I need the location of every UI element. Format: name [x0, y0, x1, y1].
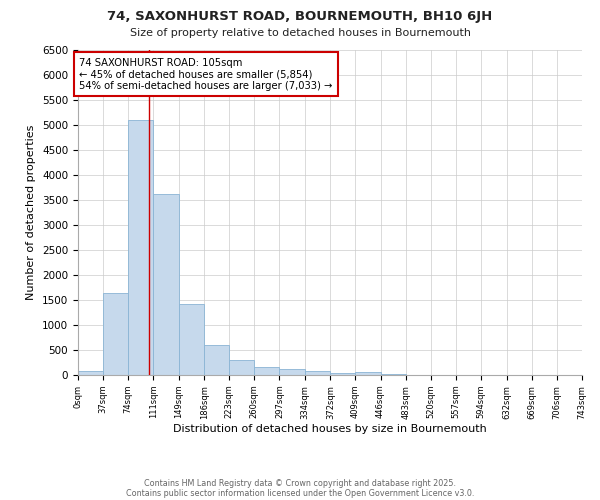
Bar — [331, 373, 355, 375]
Bar — [179, 304, 204, 375]
Bar — [280, 368, 305, 375]
Bar — [103, 293, 128, 375]
Text: 74, SAXONHURST ROAD, BOURNEMOUTH, BH10 6JH: 74, SAXONHURST ROAD, BOURNEMOUTH, BH10 6… — [107, 10, 493, 23]
Bar — [229, 360, 254, 375]
Text: Size of property relative to detached houses in Bournemouth: Size of property relative to detached ho… — [130, 28, 470, 38]
Bar — [355, 372, 380, 375]
Text: Contains HM Land Registry data © Crown copyright and database right 2025.: Contains HM Land Registry data © Crown c… — [144, 478, 456, 488]
Bar — [254, 367, 280, 375]
Text: 74 SAXONHURST ROAD: 105sqm
← 45% of detached houses are smaller (5,854)
54% of s: 74 SAXONHURST ROAD: 105sqm ← 45% of deta… — [79, 58, 333, 90]
Bar — [153, 194, 179, 375]
Bar — [380, 374, 406, 375]
Bar — [305, 370, 331, 375]
Bar — [204, 345, 229, 375]
Bar — [128, 120, 153, 375]
X-axis label: Distribution of detached houses by size in Bournemouth: Distribution of detached houses by size … — [173, 424, 487, 434]
Text: Contains public sector information licensed under the Open Government Licence v3: Contains public sector information licen… — [126, 488, 474, 498]
Bar — [78, 371, 103, 375]
Y-axis label: Number of detached properties: Number of detached properties — [26, 125, 37, 300]
